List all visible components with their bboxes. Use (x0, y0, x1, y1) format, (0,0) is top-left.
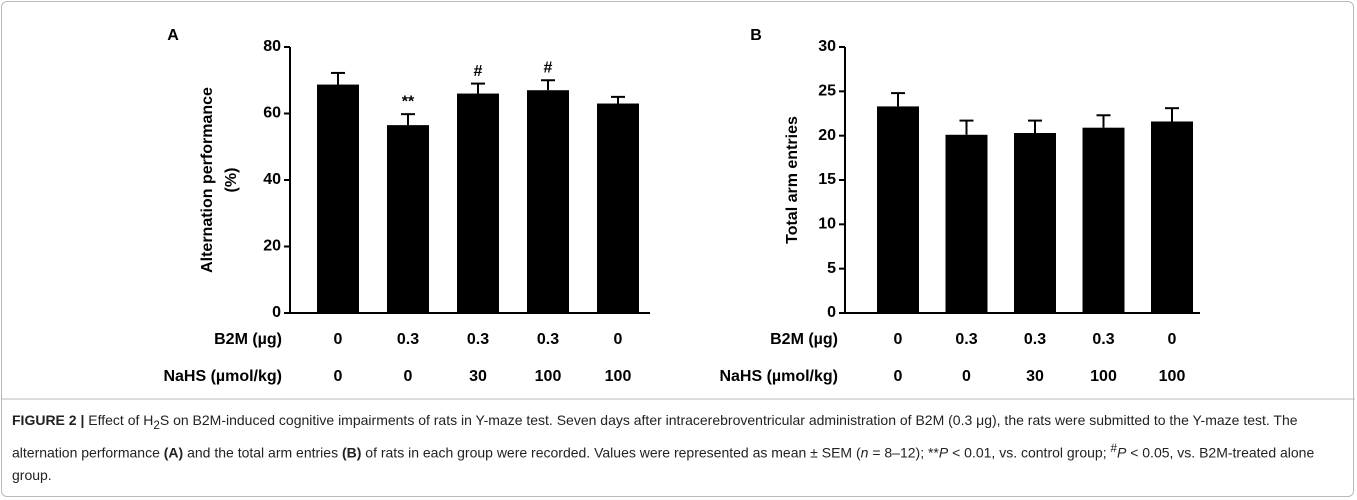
y-tick-label: 60 (263, 105, 281, 122)
x-tick-label: 0 (894, 368, 903, 385)
x-tick-label: 30 (469, 368, 487, 385)
x-tick-label: 0.3 (1024, 331, 1046, 348)
bar (387, 125, 429, 313)
caption-text: and the total arm entries (183, 444, 342, 461)
x-tick-label: 0 (334, 331, 343, 348)
bar (1082, 127, 1125, 313)
bar (597, 103, 639, 314)
x-tick-label: 100 (1090, 368, 1117, 385)
x-tick-label: 0.3 (955, 331, 977, 348)
caption: FIGURE 2 | Effect of H2S on B2M-induced … (12, 409, 1342, 487)
y-tick-label: 15 (818, 171, 836, 188)
x-tick-label: 100 (1159, 368, 1186, 385)
y-axis-label: (%) (223, 168, 240, 193)
x-tick-label: 0 (404, 368, 413, 385)
row-label: NaHS (µmol/kg) (719, 368, 838, 385)
caption-sub: 2 (153, 418, 160, 432)
y-tick-label: 40 (263, 171, 281, 188)
y-tick-label: 80 (263, 38, 281, 55)
x-tick-label: 0.3 (467, 331, 489, 348)
caption-ref: (B) (341, 444, 362, 461)
y-axis-label: Alternation performance (199, 87, 216, 273)
x-tick-label: 0.3 (1092, 331, 1114, 348)
bar (1014, 133, 1056, 313)
row-label: NaHS (µmol/kg) (163, 368, 282, 385)
x-tick-label: 0 (894, 331, 903, 348)
caption-text: S on B2M-induced cognitive impairments o… (12, 412, 1298, 461)
bar (945, 134, 988, 313)
bar (877, 106, 919, 313)
x-tick-label: 0.3 (537, 331, 559, 348)
x-tick-label: 100 (605, 368, 632, 385)
caption-text: < 0.01, vs. control group; (948, 444, 1111, 461)
x-tick-label: 0 (334, 368, 343, 385)
caption-italic: n (860, 444, 869, 461)
caption-text: = 8–12); ** (868, 444, 939, 461)
x-tick-label: 30 (1026, 368, 1044, 385)
caption-label: FIGURE 2 | (12, 412, 85, 428)
bar (527, 90, 569, 313)
row-label: B2M (µg) (770, 331, 838, 348)
significance-label: # (474, 63, 483, 80)
caption-text: of rats in each group were recorded. Val… (361, 444, 861, 461)
chart: A Alternation performance (%) 0 20 40 60 80 B2M … (2, 27, 1355, 400)
x-tick-label: 0 (962, 368, 971, 385)
x-tick-label: 0 (1168, 331, 1177, 348)
bar (1151, 121, 1193, 313)
y-tick-label: 20 (818, 127, 836, 144)
y-axis-label: Total arm entries (784, 116, 801, 244)
caption-italic: P (938, 444, 949, 461)
bar (317, 84, 359, 313)
caption-sup: # (1110, 441, 1117, 455)
significance-label: # (544, 59, 553, 76)
caption-text: < 0.05, vs. B2M-treated alone group. (12, 444, 1315, 484)
caption-ref: (A) (163, 444, 184, 461)
caption-italic: P (1116, 444, 1127, 461)
y-tick-label: 25 (818, 83, 836, 100)
y-tick-label: 0 (272, 304, 281, 321)
y-tick-label: 5 (827, 260, 836, 277)
x-tick-label: 0 (614, 331, 623, 348)
x-tick-label: 100 (535, 368, 562, 385)
caption-text: Effect of H (84, 412, 154, 428)
y-tick-label: 10 (818, 216, 836, 233)
significance-label: ** (402, 93, 415, 110)
panel-label: A (167, 27, 179, 44)
bar (457, 93, 499, 313)
y-tick-label: 20 (263, 238, 281, 255)
y-tick-label: 30 (818, 38, 836, 55)
x-tick-label: 0.3 (397, 331, 419, 348)
row-label: B2M (µg) (214, 331, 282, 348)
panel-label: B (750, 27, 762, 44)
y-tick-label: 0 (827, 304, 836, 321)
